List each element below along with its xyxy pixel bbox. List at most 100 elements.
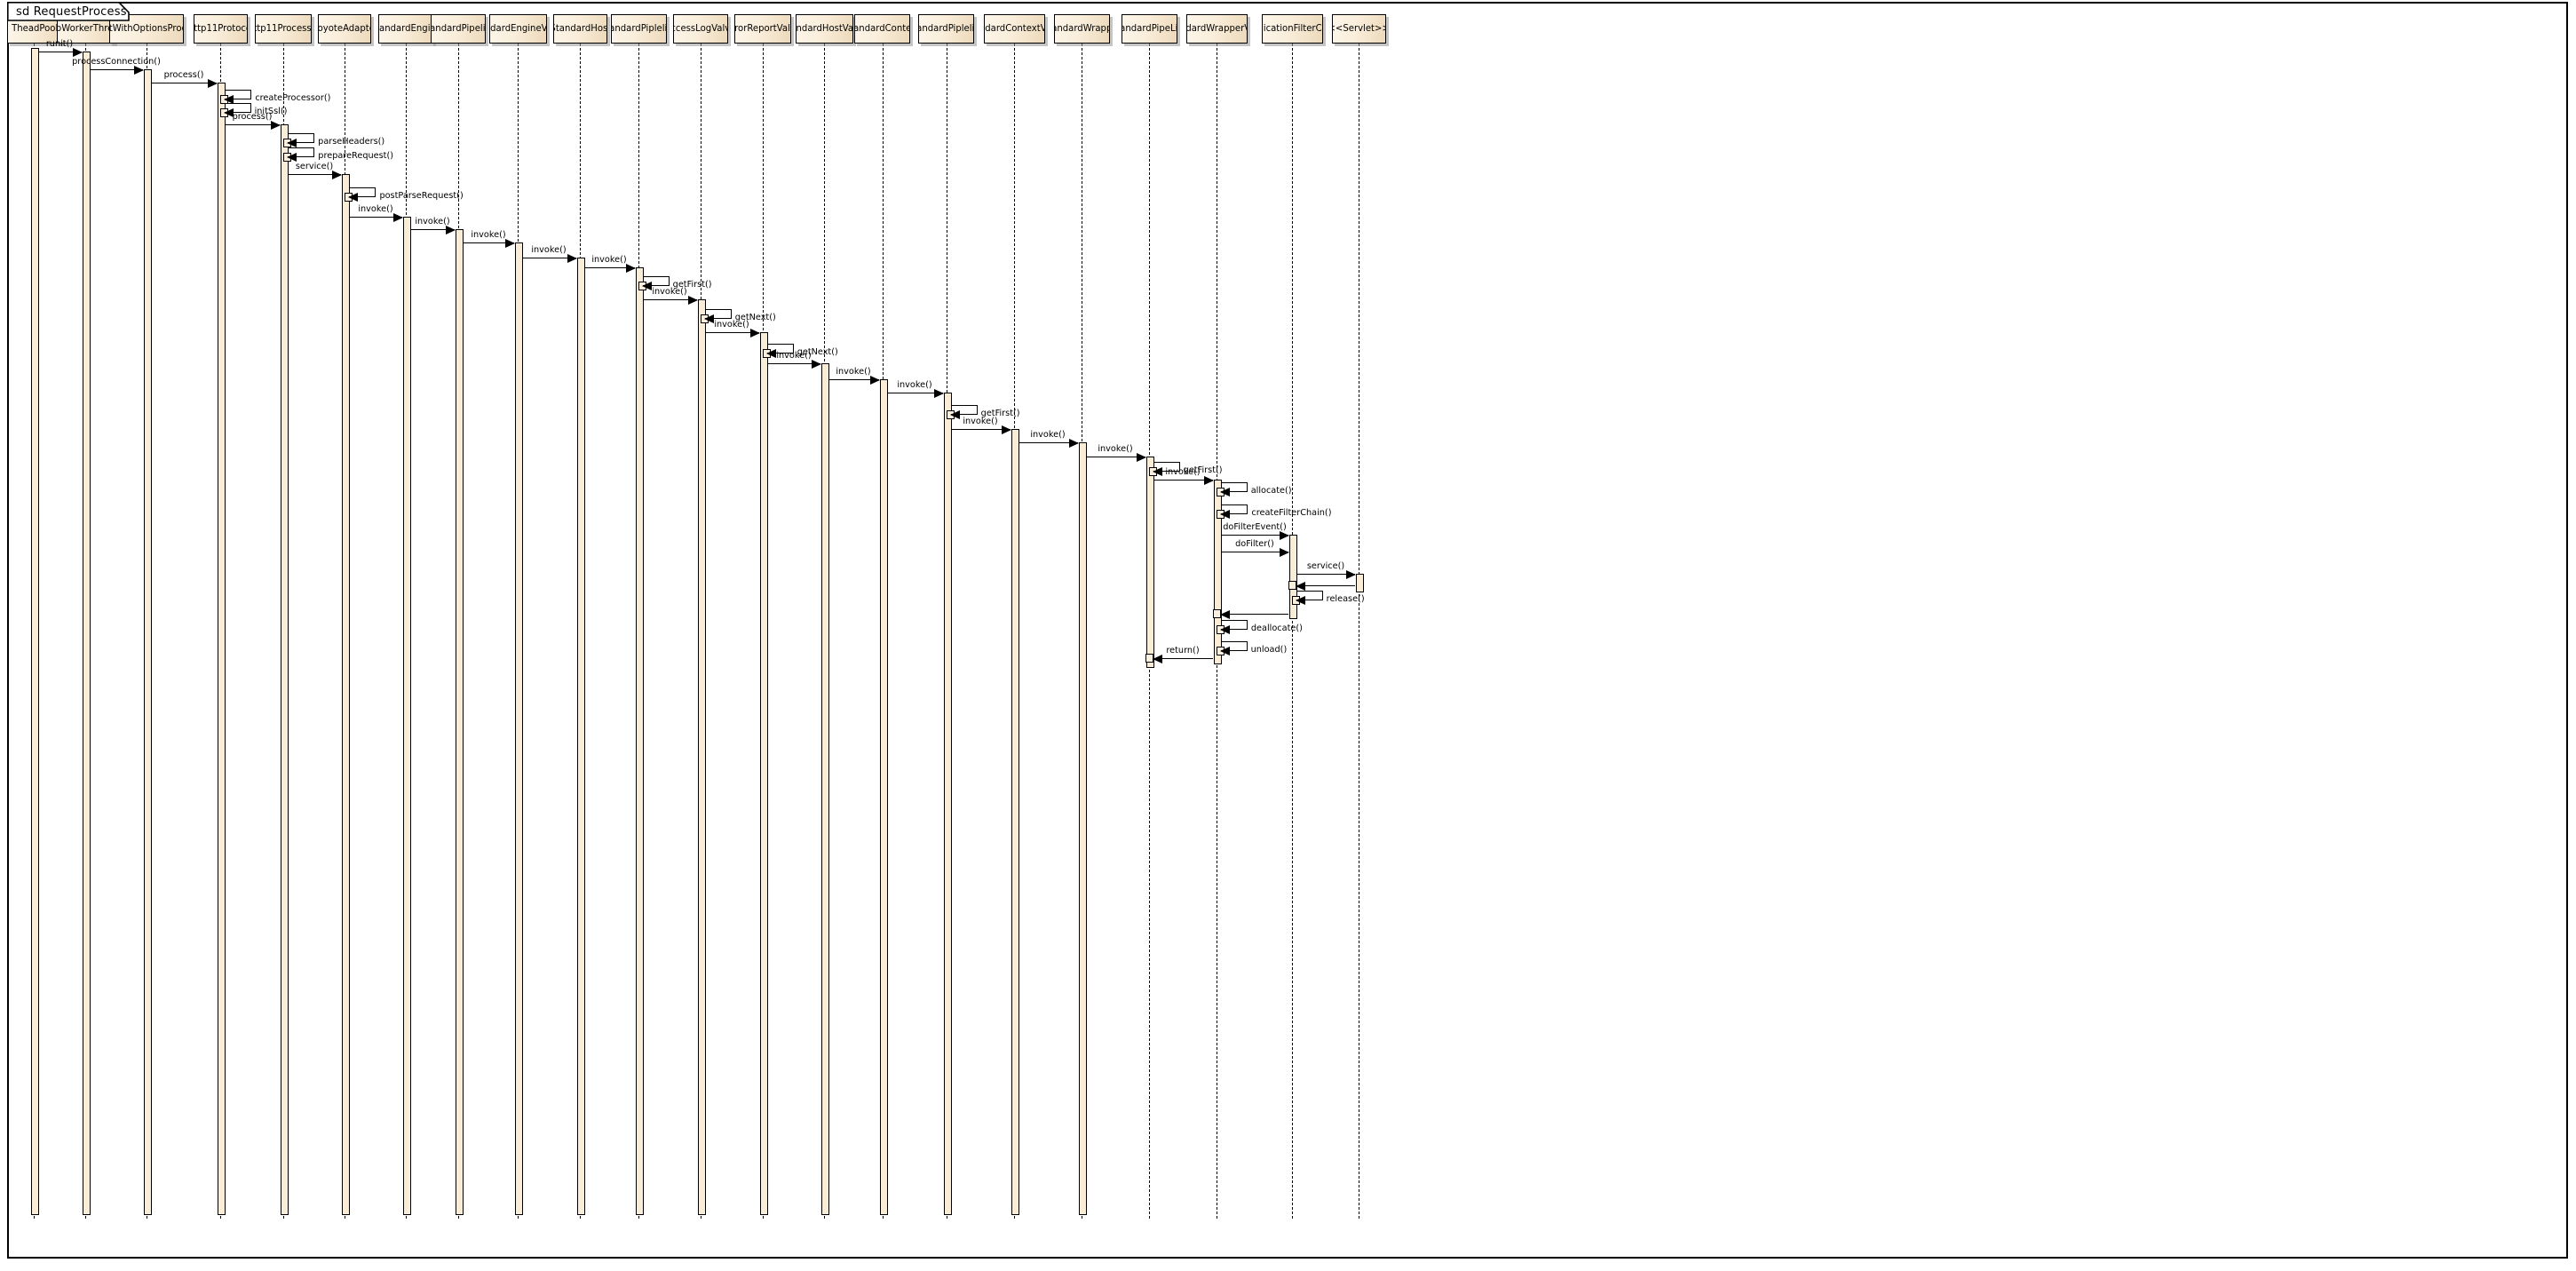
activation-bar-enginevalve <box>514 242 523 1215</box>
message-label: runit() <box>45 39 74 49</box>
self-message-getfirst[interactable]: getFirst() <box>642 276 712 290</box>
self-message-initssl[interactable]: initSsl() <box>224 103 287 117</box>
message-label: invoke() <box>836 367 871 377</box>
lifeline-head-pipeline3[interactable]: StandardPipleline <box>918 14 974 44</box>
activation-bar-tcpworker <box>82 52 91 1215</box>
activation-bar-pipeline1 <box>455 229 464 1215</box>
self-message-parseheaders[interactable]: parseHeaders() <box>287 133 384 147</box>
lifeline-label: AccessLogValve <box>674 23 727 35</box>
lifeline-head-standardhost[interactable]: StandardHost <box>553 14 607 44</box>
self-message-postparserequest[interactable]: postParseRequest() <box>348 187 464 202</box>
self-message-allocate[interactable]: allocate() <box>1220 482 1292 496</box>
message-invoke-28[interactable]: invoke() <box>1153 468 1214 485</box>
arrowhead-icon <box>445 226 456 234</box>
message-invoke-16[interactable]: invoke() <box>642 288 698 305</box>
activation-bar-threadpool <box>30 48 39 1215</box>
message-invoke-14[interactable]: invoke() <box>583 256 636 273</box>
lifeline-head-pipeline1[interactable]: StandardPipeline <box>431 14 486 44</box>
message-label: getFirst() <box>672 280 712 290</box>
lifeline-head-standardcontext[interactable]: StandardContext <box>854 14 910 44</box>
lifeline-label: StandardEngine <box>379 23 432 35</box>
message-label: doFilter() <box>1234 539 1274 549</box>
lifeline-label: StandardPipeLine <box>1122 23 1177 35</box>
message-service-8[interactable]: service() <box>287 163 342 179</box>
message-invoke-11[interactable]: invoke() <box>409 218 456 234</box>
self-message-getfirst[interactable]: getFirst() <box>950 405 1020 419</box>
message-label: doFilterEvent() <box>1222 522 1287 532</box>
message-label: invoke() <box>963 417 998 426</box>
self-message-getnext[interactable]: getNext() <box>766 344 838 358</box>
self-message-deallocate[interactable]: deallocate() <box>1220 620 1303 634</box>
lifeline-head-servlet[interactable]: <<Servlet>> <box>1332 14 1386 44</box>
message-label: initSsl() <box>254 107 288 116</box>
message-dofilterevent-31[interactable]: doFilterEvent() <box>1220 523 1289 540</box>
activation-bar-http11protocol <box>217 83 226 1215</box>
message-invoke-10[interactable]: invoke() <box>348 205 403 222</box>
lifeline-head-standardwrapper[interactable]: StandardWrapper <box>1054 14 1110 44</box>
message-label: getNext() <box>734 313 776 322</box>
message-invoke-25[interactable]: invoke() <box>1018 431 1079 448</box>
arrowhead-icon <box>704 314 714 323</box>
message-label: prepareRequest() <box>318 151 394 161</box>
self-message-getnext[interactable]: getNext() <box>704 309 776 323</box>
message-label: parseHeaders() <box>318 137 385 147</box>
lifeline-head-standardengine[interactable]: StandardEngine <box>378 14 433 44</box>
message-return-36[interactable] <box>1219 610 1288 619</box>
arrowhead-icon <box>625 264 636 273</box>
arrowhead-icon <box>287 138 297 147</box>
lifeline-head-hostvalve[interactable]: StandardHostValve <box>796 14 853 44</box>
arrowhead-icon <box>133 66 144 75</box>
self-message-createprocessor[interactable]: createProcessor() <box>224 90 330 104</box>
message-label: invoke() <box>714 320 749 330</box>
activation-bar-socketproc <box>143 69 152 1215</box>
arrowhead-icon <box>1295 582 1305 591</box>
arrowhead-icon <box>1220 487 1230 496</box>
lifeline-head-http11processor[interactable]: Http11Processor <box>255 14 312 44</box>
lifeline-head-accesslogvalve[interactable]: AccessLogValve <box>673 14 728 44</box>
lifeline-head-pipeline2[interactable]: StandardPipleline <box>611 14 667 44</box>
message-label: deallocate() <box>1250 624 1303 633</box>
arrowhead-icon <box>642 281 652 290</box>
activation-bar-standardengine <box>402 217 411 1215</box>
activation-bar-wrappervalve <box>1213 480 1222 664</box>
lifeline-head-coyoteadapter[interactable]: CoyoteAdapter <box>318 14 371 44</box>
self-message-release[interactable]: release() <box>1296 591 1365 605</box>
lifeline-head-wrappervalve[interactable]: StandardWrapperValve <box>1186 14 1248 44</box>
message-invoke-12[interactable]: invoke() <box>462 231 515 248</box>
self-message-preparerequest[interactable]: prepareRequest() <box>287 147 393 162</box>
arrowhead-icon <box>1220 646 1230 655</box>
lifeline-label: Http11Protocol <box>194 23 247 35</box>
arrowhead-icon <box>933 389 944 398</box>
lifeline-head-pipeline4[interactable]: StandardPipeLine <box>1122 14 1177 44</box>
message-invoke-18[interactable]: invoke() <box>704 321 760 338</box>
message-invoke-20[interactable]: invoke() <box>766 352 821 369</box>
arrowhead-icon <box>1136 453 1146 462</box>
lifeline-head-filterchain[interactable]: ApplicationFilterChain <box>1262 14 1323 44</box>
lifeline-head-errorreportvalve[interactable]: ErrorReportValve <box>734 14 791 44</box>
message-service-33[interactable]: service() <box>1296 562 1356 579</box>
activation-bar-http11processor <box>280 124 289 1215</box>
self-message-unload[interactable]: unload() <box>1220 641 1287 655</box>
message-invoke-21[interactable]: invoke() <box>828 368 880 385</box>
self-message-createfilterchain[interactable]: createFilterChain() <box>1220 504 1331 519</box>
arrowhead-icon <box>207 79 218 88</box>
arrowhead-icon <box>392 213 403 222</box>
lifeline-label: StandardPipeline <box>432 23 486 35</box>
message-label: postParseRequest() <box>379 191 464 201</box>
message-invoke-24[interactable]: invoke() <box>950 417 1011 434</box>
lifeline-head-enginevalve[interactable]: StandardEngineValve <box>489 14 547 44</box>
arrowhead-icon <box>270 121 281 130</box>
message-processconnection-1[interactable]: processConnection() <box>72 58 160 75</box>
activation-bar-errorreportvalve <box>759 332 768 1215</box>
message-return-34[interactable] <box>1295 582 1355 591</box>
arrowhead-icon <box>1153 466 1162 476</box>
message-label: getNext() <box>797 347 838 357</box>
self-message-getfirst[interactable]: getFirst() <box>1153 462 1223 476</box>
arrowhead-icon <box>1279 531 1289 540</box>
message-return-39[interactable]: return() <box>1152 647 1213 663</box>
lifeline-head-contextvalve[interactable]: StandardContextValve <box>984 14 1045 44</box>
lifeline-head-http11protocol[interactable]: Http11Protocol <box>194 14 248 44</box>
message-process-5[interactable]: process() <box>224 113 281 130</box>
arrowhead-icon <box>331 171 342 179</box>
